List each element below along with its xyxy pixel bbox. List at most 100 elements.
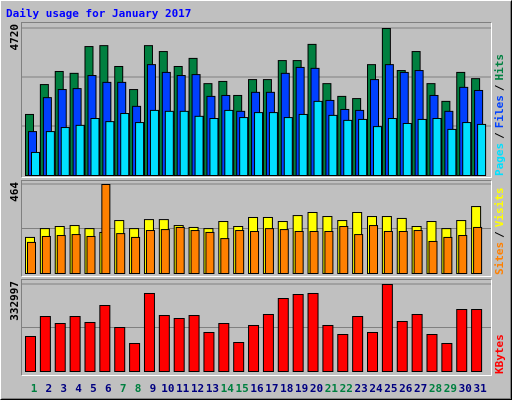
x-tick-label: 28: [429, 382, 442, 395]
bar: [54, 323, 66, 372]
legend-entry: Hits: [493, 54, 506, 81]
x-tick-label: 13: [206, 382, 219, 395]
x-tick-label: 10: [161, 382, 174, 395]
bar: [339, 226, 349, 275]
bar: [413, 230, 423, 275]
bar: [324, 230, 334, 274]
bar: [90, 118, 100, 176]
bar: [145, 230, 155, 275]
bar: [164, 110, 174, 176]
bar: [209, 118, 219, 176]
bar: [402, 122, 412, 177]
bar: [220, 238, 230, 274]
bar: [86, 235, 96, 275]
x-tick-label: 1: [31, 382, 38, 395]
bar: [328, 114, 338, 177]
y-tick-label: 332997: [8, 281, 21, 321]
x-tick-label: 19: [295, 382, 308, 395]
bar: [262, 313, 274, 372]
bar: [190, 230, 200, 275]
bar: [149, 109, 159, 176]
bar: [441, 342, 453, 373]
bar: [471, 309, 483, 372]
bar: [383, 230, 393, 274]
bar: [188, 315, 200, 372]
x-tick-label: 14: [221, 382, 235, 395]
legend: Sites / Visits: [493, 188, 506, 276]
bar: [101, 184, 111, 274]
x-tick-label: 4: [75, 382, 82, 395]
legend-entry: Files: [493, 95, 506, 128]
bar: [417, 118, 427, 177]
panel-highlight: [21, 279, 492, 376]
x-tick-label: 26: [399, 382, 413, 395]
bar: [456, 309, 468, 372]
bar: [343, 119, 353, 176]
bar: [175, 226, 185, 274]
bar: [25, 335, 36, 372]
panel-highlight: [21, 22, 492, 178]
x-tick-label: 9: [150, 382, 157, 395]
x-tick-label: 22: [340, 382, 353, 395]
bar: [56, 235, 66, 274]
bar: [75, 124, 85, 176]
x-tick-label: 6: [105, 382, 112, 395]
x-tick-label: 27: [414, 382, 427, 395]
legend: Pages / Files / Hits: [493, 54, 506, 176]
bar: [313, 100, 323, 176]
bar: [69, 316, 81, 372]
bar: [60, 127, 70, 176]
bar: [369, 225, 379, 274]
bar: [352, 316, 364, 372]
bar: [129, 342, 141, 373]
x-tick-label: 17: [265, 382, 278, 395]
bar: [367, 331, 379, 373]
bar: [248, 324, 260, 373]
legend-separator: /: [493, 132, 506, 139]
legend-entry: KBytes: [493, 334, 506, 374]
bar: [294, 230, 304, 274]
bar: [322, 324, 334, 373]
legend-entry: Pages: [493, 143, 506, 176]
bar: [264, 228, 274, 274]
bar: [411, 313, 423, 372]
bar: [120, 113, 130, 177]
bar: [428, 240, 438, 274]
bar: [354, 234, 364, 274]
bar: [218, 323, 230, 372]
bar: [307, 292, 319, 373]
bar: [477, 123, 487, 176]
bar: [254, 112, 264, 176]
bar: [279, 229, 289, 274]
legend-separator: /: [493, 84, 506, 91]
legend-separator: /: [493, 231, 506, 238]
bar: [443, 236, 453, 274]
bar: [373, 126, 383, 176]
x-tick-label: 20: [310, 382, 323, 395]
bar: [235, 230, 245, 275]
bar: [45, 131, 55, 177]
bar: [458, 235, 468, 274]
y-tick-label: 464: [8, 182, 21, 202]
bar: [105, 121, 115, 177]
bar: [205, 231, 215, 275]
bar: [396, 320, 408, 372]
bar: [277, 298, 289, 373]
bar: [268, 112, 278, 176]
panel-highlight: [21, 180, 492, 277]
bar: [239, 117, 249, 177]
bar: [131, 236, 141, 274]
bar: [135, 122, 145, 176]
bar: [27, 241, 36, 275]
chart-title: Daily usage for January 2017: [6, 7, 191, 20]
bar: [116, 233, 126, 275]
x-tick-label: 25: [384, 382, 397, 395]
bar: [173, 317, 185, 373]
bar: [71, 234, 81, 274]
x-tick-label: 31: [473, 382, 487, 395]
bar: [337, 334, 349, 372]
bar: [426, 334, 438, 372]
bar: [398, 230, 408, 274]
